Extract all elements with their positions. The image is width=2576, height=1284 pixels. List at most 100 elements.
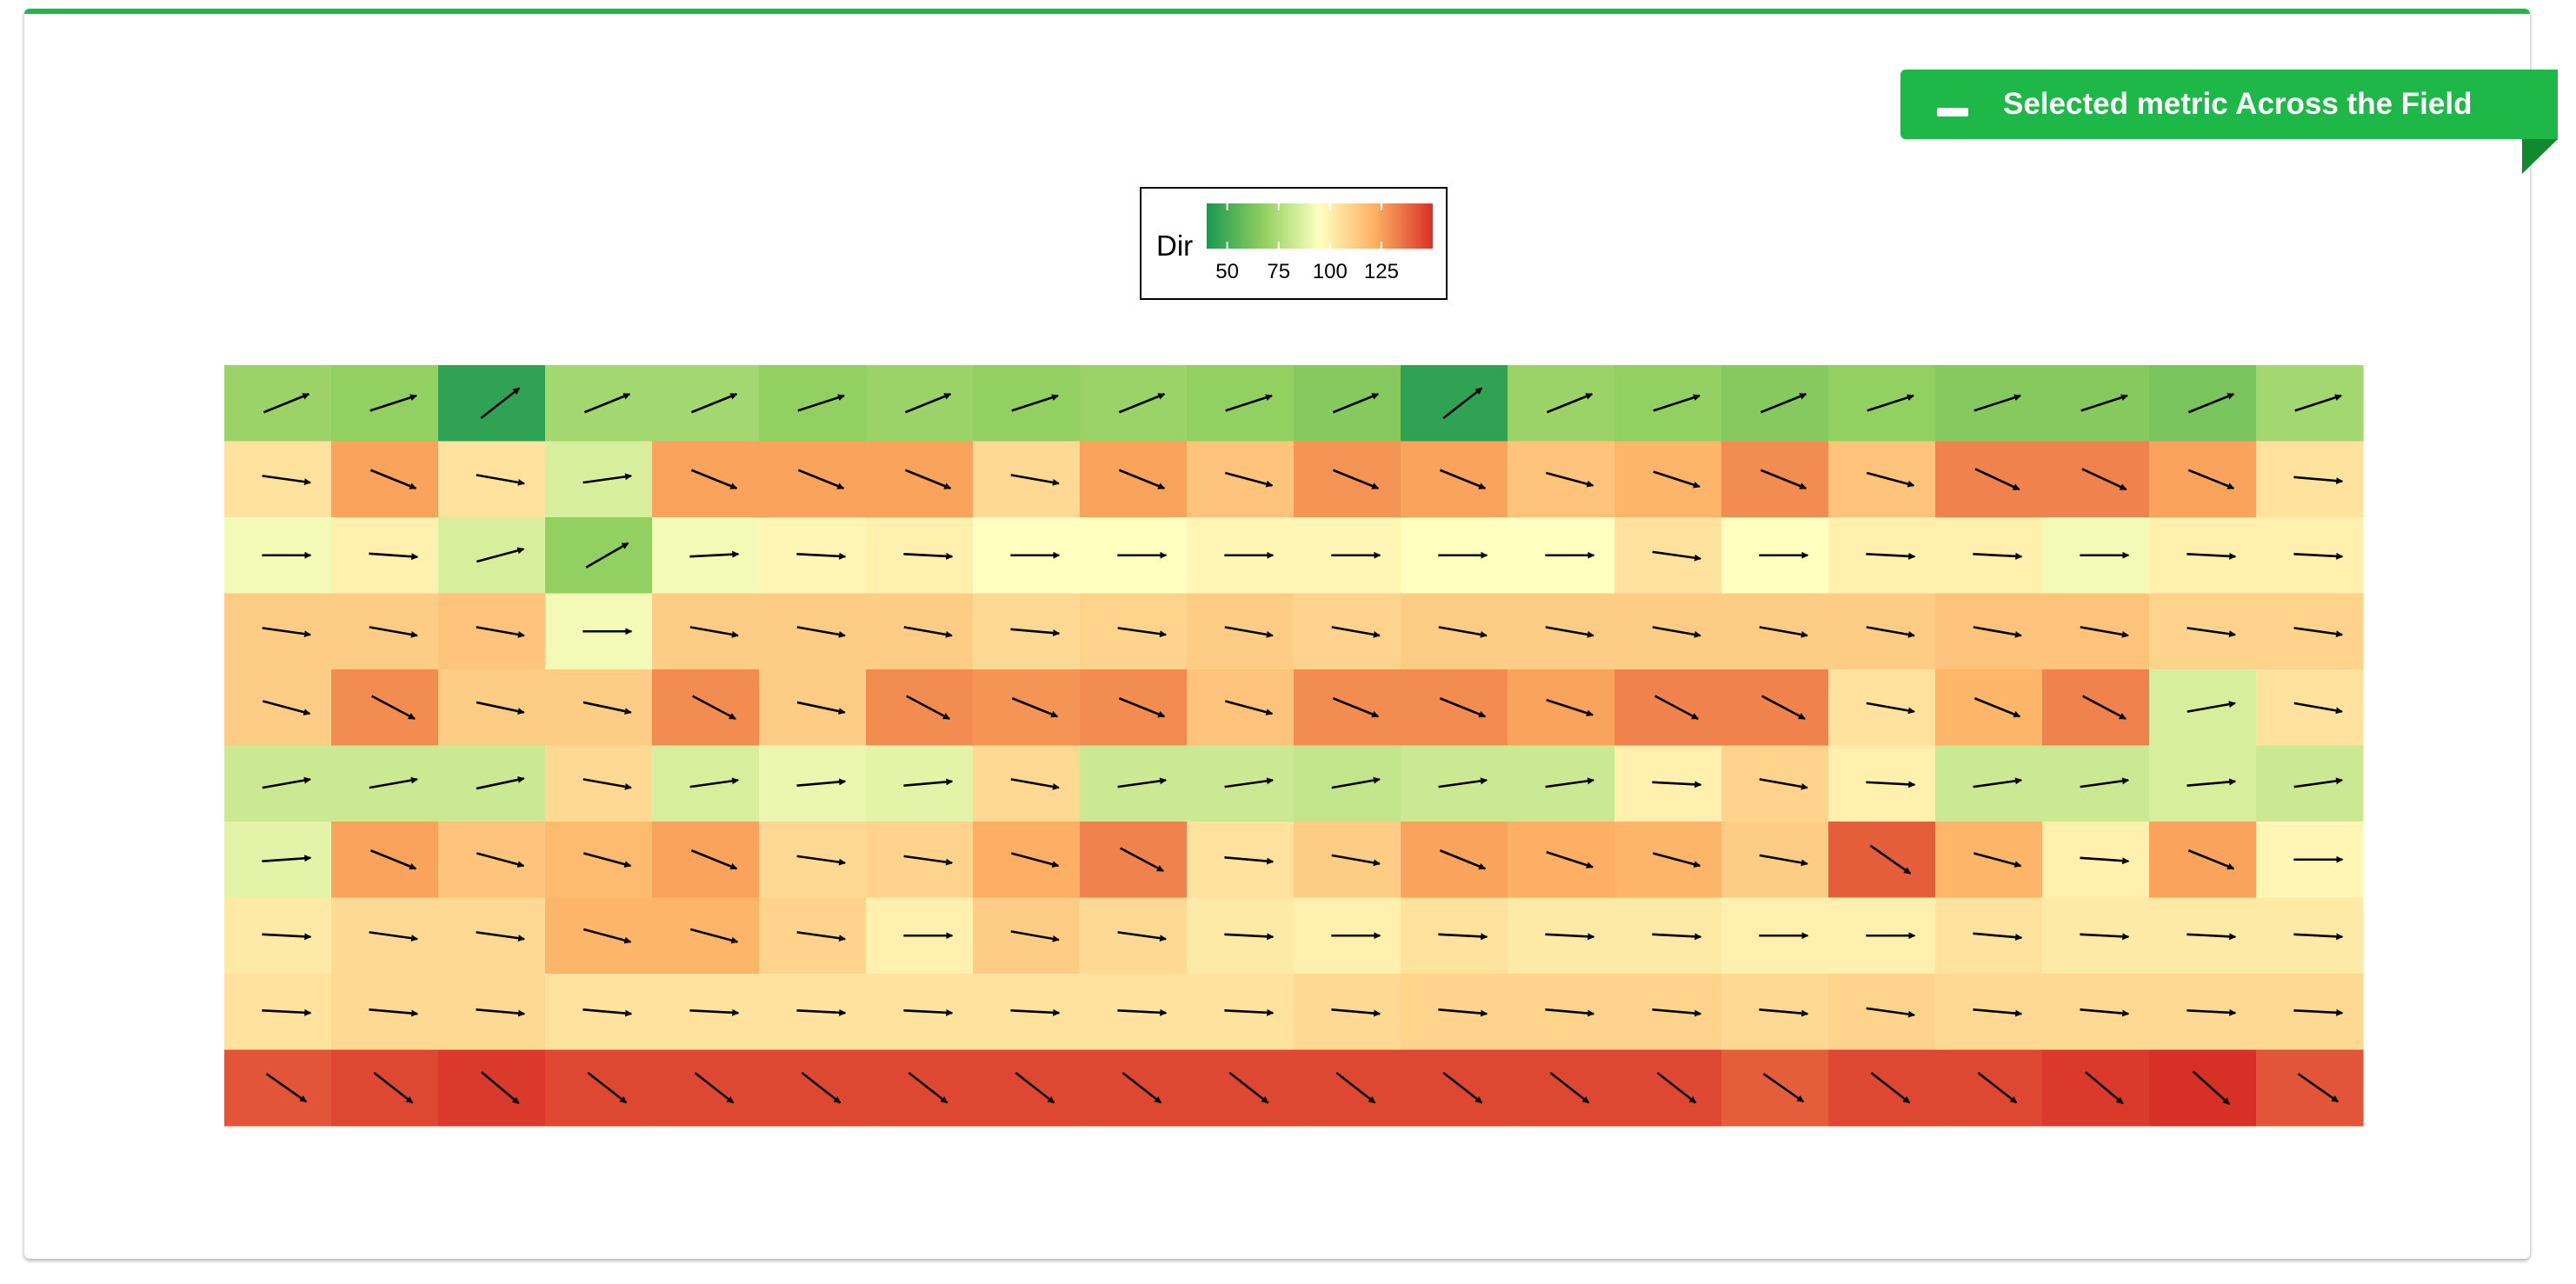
heatmap-cell bbox=[2042, 669, 2150, 747]
direction-arrow bbox=[2080, 394, 2128, 412]
heatmap-cell bbox=[866, 669, 974, 747]
direction-arrow bbox=[1117, 931, 1168, 942]
direction-arrow bbox=[2293, 702, 2343, 715]
heatmap-cell bbox=[2149, 441, 2257, 518]
direction-arrow bbox=[582, 1008, 633, 1017]
direction-arrow bbox=[2081, 468, 2127, 491]
direction-arrow bbox=[2187, 552, 2237, 560]
heatmap-cell bbox=[1294, 822, 1401, 899]
heatmap-cell bbox=[1721, 669, 1829, 747]
direction-arrow bbox=[1546, 850, 1594, 869]
direction-arrow bbox=[1118, 393, 1166, 414]
heatmap-cell bbox=[2256, 593, 2364, 670]
heatmap-cell bbox=[1721, 365, 1829, 442]
heatmap-cell bbox=[973, 669, 1081, 747]
direction-arrow bbox=[2293, 476, 2344, 485]
color-legend: Dir 50 75 100 125 bbox=[1140, 187, 1448, 300]
direction-arrow bbox=[1442, 387, 1483, 420]
heatmap-cell bbox=[545, 897, 653, 975]
direction-arrow bbox=[369, 552, 419, 561]
direction-arrow bbox=[1224, 777, 1275, 788]
direction-arrow bbox=[1118, 469, 1166, 489]
heatmap-cell bbox=[1080, 441, 1188, 518]
heatmap-cell bbox=[2256, 1049, 2364, 1127]
legend-colorbar bbox=[1207, 203, 1433, 249]
direction-arrow bbox=[262, 700, 311, 716]
direction-arrow bbox=[1010, 930, 1060, 942]
heatmap-cell bbox=[438, 745, 546, 822]
direction-arrow bbox=[2192, 1070, 2231, 1105]
direction-arrow bbox=[476, 775, 525, 790]
heatmap-cell bbox=[1721, 745, 1829, 822]
direction-arrow bbox=[1225, 394, 1273, 412]
heatmap-cell bbox=[1294, 669, 1401, 747]
direction-arrow bbox=[1332, 469, 1380, 489]
heatmap-cell bbox=[2149, 365, 2257, 442]
direction-arrow bbox=[1652, 781, 1702, 788]
direction-arrow bbox=[262, 475, 312, 486]
heatmap-cell bbox=[1187, 593, 1295, 670]
direction-arrow bbox=[1439, 849, 1487, 870]
heatmap-cell bbox=[545, 517, 653, 595]
heatmap-cell bbox=[1187, 365, 1295, 442]
heatmap-cell bbox=[438, 441, 546, 518]
direction-arrow bbox=[1761, 695, 1806, 721]
ribbon-fold bbox=[2522, 139, 2558, 174]
heatmap-cell bbox=[2256, 669, 2364, 747]
direction-arrow bbox=[1652, 550, 1702, 562]
direction-arrow bbox=[1332, 697, 1380, 718]
direction-arrow bbox=[2080, 626, 2129, 638]
direction-arrow bbox=[1438, 777, 1488, 788]
heatmap-cell bbox=[1401, 669, 1508, 747]
direction-arrow bbox=[801, 1071, 842, 1104]
direction-arrow bbox=[476, 474, 525, 486]
heatmap-cell bbox=[973, 897, 1081, 975]
direction-arrow bbox=[1656, 1071, 1697, 1104]
direction-arrow bbox=[1866, 471, 1915, 488]
heatmap-cell bbox=[1401, 365, 1508, 442]
heatmap-cell bbox=[1828, 593, 1936, 670]
heatmap-cell bbox=[2149, 669, 2257, 747]
heatmap-cell bbox=[1187, 1049, 1295, 1127]
heatmap-cell bbox=[1828, 974, 1936, 1051]
minus-icon[interactable] bbox=[1937, 108, 1968, 116]
heatmap-cell bbox=[1508, 365, 1615, 442]
heatmap-cell bbox=[652, 897, 760, 975]
heatmap-cell bbox=[2042, 365, 2150, 442]
direction-arrow bbox=[2293, 777, 2344, 788]
heatmap-cell bbox=[1080, 669, 1188, 747]
direction-arrow bbox=[1974, 394, 2021, 412]
heatmap-cell bbox=[2149, 822, 2257, 899]
heatmap-cell bbox=[1294, 745, 1401, 822]
direction-arrow bbox=[903, 855, 954, 866]
direction-arrow bbox=[369, 849, 417, 870]
heatmap-cell bbox=[1614, 365, 1722, 442]
heatmap-cell bbox=[2149, 1049, 2257, 1127]
direction-arrow bbox=[1010, 778, 1060, 790]
heatmap-cell bbox=[1294, 593, 1401, 670]
direction-arrow bbox=[1118, 697, 1166, 718]
direction-arrow bbox=[262, 855, 312, 863]
heatmap-cell bbox=[1294, 365, 1401, 442]
heatmap-cell bbox=[652, 593, 760, 670]
heatmap-cell bbox=[1935, 365, 2043, 442]
direction-arrow bbox=[1438, 933, 1488, 941]
heatmap-cell bbox=[1935, 593, 2043, 670]
direction-arrow bbox=[2293, 1008, 2344, 1016]
direction-arrow bbox=[2187, 627, 2237, 638]
direction-arrow bbox=[1331, 854, 1381, 867]
direction-arrow bbox=[373, 1071, 414, 1104]
direction-arrow bbox=[2080, 777, 2130, 788]
heatmap-cell bbox=[973, 365, 1081, 442]
direction-arrow bbox=[476, 626, 525, 638]
direction-arrow bbox=[585, 542, 629, 569]
direction-arrow bbox=[371, 695, 416, 721]
direction-arrow bbox=[1117, 777, 1168, 788]
direction-arrow bbox=[369, 469, 417, 489]
heatmap-cells bbox=[224, 365, 2364, 1127]
direction-arrow bbox=[1120, 847, 1164, 873]
direction-arrow bbox=[369, 394, 417, 412]
direction-arrow bbox=[262, 1008, 312, 1016]
direction-arrow bbox=[908, 1071, 949, 1104]
heatmap-cell bbox=[331, 897, 439, 975]
